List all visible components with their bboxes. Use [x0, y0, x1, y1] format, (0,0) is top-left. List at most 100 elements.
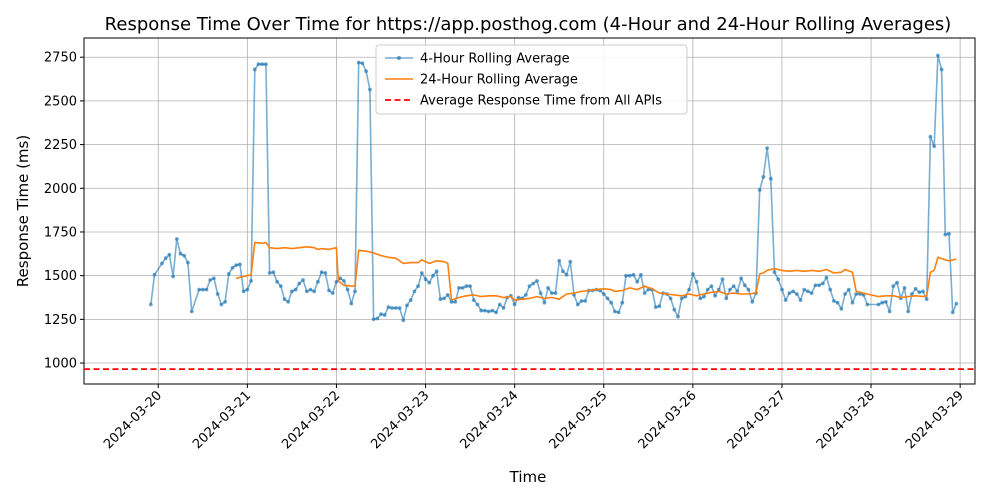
data-point: [215, 292, 220, 296]
data-point: [820, 281, 825, 286]
data-point: [776, 277, 781, 282]
data-point: [642, 291, 647, 295]
data-point: [479, 308, 484, 313]
data-point: [605, 296, 610, 301]
data-point: [538, 291, 543, 295]
data-point: [702, 294, 706, 299]
y-tick-label: 2250: [44, 138, 77, 153]
data-point: [453, 300, 458, 304]
data-point: [252, 67, 257, 72]
data-point: [531, 281, 536, 286]
data-point: [386, 305, 391, 309]
data-point: [345, 287, 350, 292]
data-point: [308, 287, 313, 292]
data-point: [624, 273, 628, 278]
data-point: [943, 232, 948, 237]
data-point: [546, 286, 550, 290]
data-point: [939, 67, 944, 72]
data-point: [653, 305, 658, 309]
data-point: [757, 188, 762, 192]
data-point: [260, 62, 265, 67]
data-point: [921, 289, 925, 294]
data-point: [553, 291, 558, 295]
data-point: [512, 302, 517, 307]
data-point: [676, 314, 680, 319]
data-point: [716, 287, 721, 292]
data-point: [445, 293, 450, 297]
data-point: [698, 296, 703, 301]
data-point: [397, 306, 402, 310]
data-point: [405, 303, 409, 308]
data-point: [850, 300, 855, 305]
data-point: [223, 300, 228, 304]
data-point: [189, 309, 194, 314]
data-point: [865, 302, 870, 307]
data-point: [449, 300, 454, 304]
data-point: [419, 271, 424, 275]
data-point: [327, 288, 331, 293]
data-point: [483, 308, 487, 313]
legend-marker: [397, 56, 401, 60]
data-point: [657, 304, 662, 309]
data-point: [330, 291, 335, 295]
data-point: [282, 297, 287, 302]
data-point: [791, 289, 795, 294]
data-point: [516, 295, 521, 300]
data-point: [535, 279, 539, 283]
data-point: [613, 309, 617, 314]
y-tick-label: 2750: [44, 51, 77, 66]
data-point: [557, 258, 562, 263]
data-point: [393, 306, 398, 310]
data-point: [720, 277, 725, 282]
data-point: [267, 271, 272, 275]
data-point: [568, 259, 573, 264]
data-point: [293, 287, 298, 292]
data-point: [264, 62, 268, 67]
chart-title: Response Time Over Time for https://app.…: [105, 14, 952, 35]
legend-box: [375, 44, 688, 115]
data-point: [167, 252, 172, 257]
data-point: [245, 287, 250, 292]
data-point: [349, 301, 354, 306]
legend-label: 4-Hour Rolling Average: [420, 52, 570, 67]
data-point: [761, 175, 766, 179]
data-point: [947, 231, 951, 236]
data-point: [713, 293, 717, 298]
data-point: [342, 279, 346, 283]
data-point: [160, 261, 164, 266]
data-point: [854, 292, 859, 296]
data-point: [412, 289, 417, 294]
data-point: [765, 146, 769, 151]
data-point: [368, 87, 372, 92]
data-point: [906, 309, 911, 314]
data-point: [434, 269, 439, 274]
data-point: [460, 286, 465, 290]
data-point: [338, 276, 343, 281]
data-point: [208, 278, 213, 282]
data-point: [728, 287, 732, 292]
legend-entry: Average Response Time from All APIs: [385, 94, 662, 109]
y-tick-label: 2500: [44, 94, 77, 109]
data-point: [679, 296, 684, 301]
legend-label: Average Response Time from All APIs: [420, 94, 662, 109]
data-point: [234, 263, 239, 268]
data-point: [353, 289, 357, 294]
data-point: [278, 284, 283, 288]
data-point: [828, 287, 833, 292]
data-point: [238, 262, 242, 267]
data-point: [186, 260, 190, 265]
data-point: [902, 286, 907, 290]
data-point: [174, 237, 179, 241]
data-point: [497, 302, 502, 307]
data-point: [442, 296, 446, 301]
series-line: [236, 241, 957, 301]
data-point: [471, 298, 476, 302]
data-point: [802, 287, 807, 292]
data-point: [360, 61, 365, 66]
data-point: [813, 283, 818, 288]
data-point: [323, 271, 328, 275]
data-point: [746, 287, 751, 292]
data-point: [936, 53, 940, 58]
data-point: [249, 279, 254, 283]
